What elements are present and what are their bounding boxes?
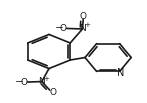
- Text: O: O: [50, 88, 57, 97]
- Text: N: N: [38, 77, 45, 86]
- Text: −: −: [15, 77, 24, 87]
- Text: O: O: [20, 78, 27, 87]
- Text: O: O: [60, 24, 66, 33]
- Text: N: N: [117, 68, 125, 78]
- Text: −: −: [55, 23, 64, 33]
- Text: O: O: [80, 12, 87, 21]
- Text: +: +: [84, 22, 90, 28]
- Text: +: +: [43, 76, 49, 82]
- Text: N: N: [79, 24, 86, 33]
